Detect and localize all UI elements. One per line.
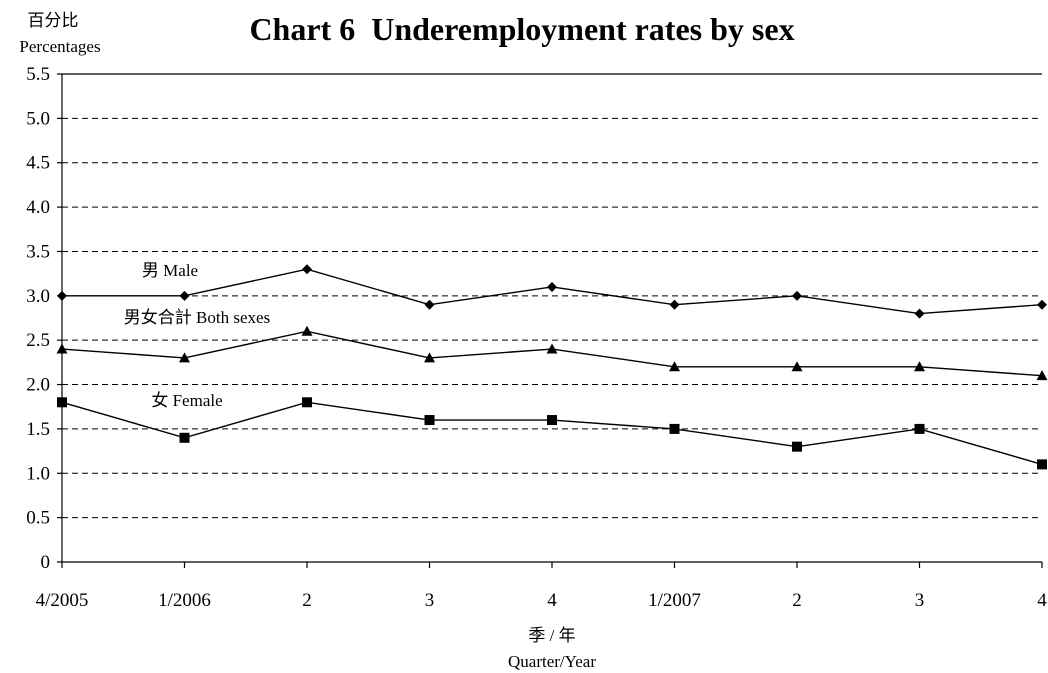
data-point-square [669,423,680,434]
data-point-square [57,397,67,408]
series-line [61,401,1043,466]
series-line [61,330,1043,377]
data-point-triangle [914,361,925,372]
x-tick-label: 4 [547,590,557,611]
chart-title: Chart 6 Underemployment rates by sex [249,11,794,47]
series-diamond: 男 Male [57,261,1047,319]
data-point-triangle [1036,370,1048,381]
data-point-triangle [424,352,435,363]
data-point-diamond [1037,299,1047,310]
x-tick-label: 3 [425,590,435,611]
x-tick-label: 1/2007 [648,590,701,611]
y-axis-label-chinese: 百分比 [28,11,79,30]
y-axis-label: Percentages [19,37,100,56]
y-tick-label: 5.5 [26,64,50,85]
y-tick-label: 1.5 [26,419,50,440]
data-point-diamond [179,290,190,301]
data-point-diamond [547,281,557,292]
y-tick-label: 0 [41,552,51,573]
y-tick-label: 3.0 [26,286,50,307]
x-tick-label: 4/2005 [36,590,89,611]
data-point-diamond [424,299,435,310]
data-point-diamond [57,290,67,301]
y-tick-label: 2.5 [26,330,50,351]
x-tick-label: 1/2006 [158,590,211,611]
x-axis-label-chinese: 季 / 年 [528,626,575,645]
data-point-diamond [302,264,312,275]
data-point-square [914,423,925,434]
gridlines [62,117,1042,519]
data-point-triangle [56,343,68,354]
series-label: 男女合計 Both sexes [124,308,270,327]
data-point-diamond [914,308,925,319]
series-square: 女 Female [57,391,1047,470]
series-triangle: 男女合計 Both sexes [56,308,1048,381]
data-point-square [302,397,312,408]
data-point-diamond [792,290,802,301]
y-tick-label: 0.5 [26,508,50,529]
y-tick-label: 2.0 [26,375,50,396]
series-label: 男 Male [142,261,198,280]
y-tick-label: 3.5 [26,241,50,262]
data-point-square [179,432,190,443]
data-point-triangle [791,361,803,372]
x-tick-label: 3 [915,590,925,611]
axes: 0 0.5 1.0 1.5 2.0 2.5 3.0 3.5 4.0 4.5 5.0 5.5 4/2005… [26,64,1047,611]
x-axis-label: Quarter/Year [508,652,596,671]
x-tick-label: 2 [792,590,802,611]
y-tick-label: 5.0 [26,108,50,129]
data-point-square [547,415,557,426]
x-tick-label: 4 [1037,590,1047,611]
data-point-square [424,415,435,426]
y-tick-label: 4.0 [26,197,50,218]
data-point-square [1037,459,1047,470]
y-tick-label: 4.5 [26,153,50,174]
series-label: 女 Female [151,391,222,410]
data-point-square [792,441,802,452]
data-point-diamond [669,299,680,310]
series-lines: 男 Male 男女合計 Both sexes 女 Female [56,261,1048,470]
data-point-triangle [301,325,313,336]
data-point-triangle [179,352,190,363]
x-tick-label: 2 [302,590,312,611]
data-point-triangle [669,361,680,372]
y-tick-label: 1.0 [26,463,50,484]
data-point-triangle [546,343,558,354]
